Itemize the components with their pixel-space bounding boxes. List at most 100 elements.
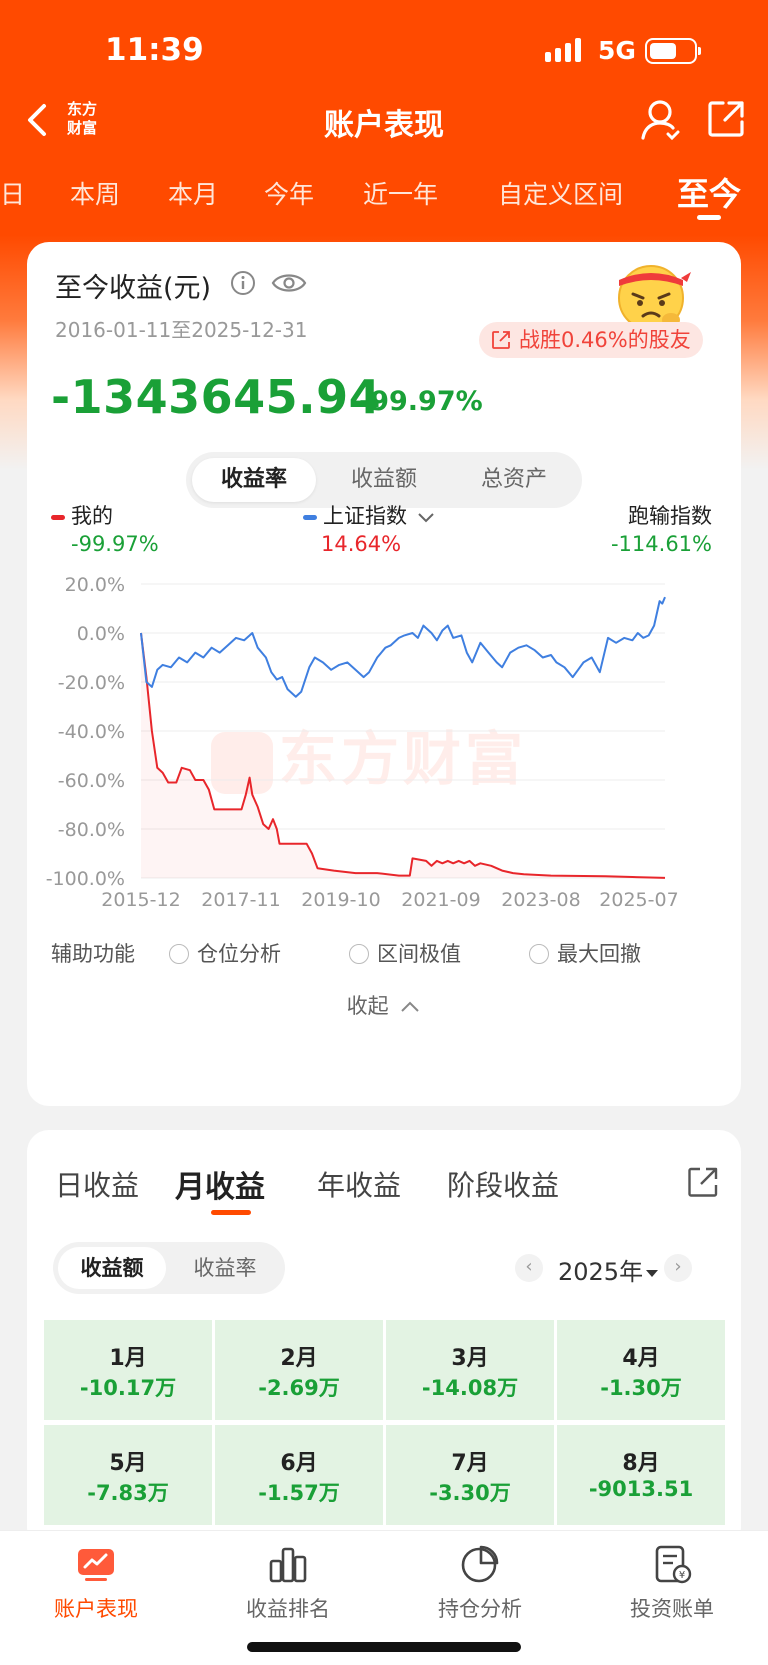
period-tab-month[interactable]: 本月	[168, 180, 219, 209]
year-selector[interactable]: 2025年	[558, 1252, 659, 1287]
y-tick-label: -40.0%	[58, 721, 125, 743]
radio-drawdown[interactable]	[529, 943, 549, 964]
month-value: -9013.51	[588, 1477, 694, 1501]
radio-position[interactable]	[169, 943, 189, 964]
period-tab-last-year[interactable]: 近一年	[363, 180, 439, 209]
period-tab-underline	[697, 215, 721, 220]
page-title: 账户表现	[324, 108, 444, 143]
series-area-mine	[141, 633, 665, 878]
returns-tab-monthly[interactable]: 月收益	[175, 1170, 265, 1205]
chart-metric-switch: 收益率 收益额 总资产	[186, 452, 582, 508]
period-tabs: 日 本周 本月 今年 近一年 自定义区间 至今	[0, 165, 768, 225]
user-profile-icon[interactable]	[640, 98, 680, 140]
logo-line-2: 财富	[66, 119, 97, 137]
brand-logo[interactable]: 东方 财富	[60, 100, 104, 138]
signal-icon	[545, 38, 581, 62]
eye-icon[interactable]	[271, 270, 307, 296]
period-tab-year[interactable]: 今年	[264, 180, 315, 209]
y-tick-label: 20.0%	[65, 574, 125, 596]
x-tick-label: 2019-10	[301, 889, 380, 911]
period-tab-custom[interactable]: 自定义区间	[498, 180, 624, 209]
x-tick-label: 2021-09	[401, 889, 480, 911]
prev-year-button[interactable]: ‹	[515, 1254, 543, 1282]
returns-tab-stage[interactable]: 阶段收益	[447, 1169, 560, 1202]
aux-label: 辅助功能	[51, 942, 135, 966]
back-arrow-icon[interactable]	[24, 102, 54, 138]
aux-option-extremes[interactable]: 区间极值	[349, 938, 461, 968]
aux-option-drawdown-label: 最大回撤	[557, 942, 641, 966]
info-icon[interactable]	[230, 270, 256, 296]
x-tick-label: 2017-11	[201, 889, 280, 911]
series-line-index	[140, 596, 666, 698]
month-cell[interactable]: 6月 -1.57万	[215, 1425, 383, 1525]
metric-tab-amount[interactable]: 收益额	[350, 467, 417, 492]
mode-tab-amount[interactable]: 收益额	[58, 1247, 166, 1289]
legend-index-label: 上证指数	[323, 504, 407, 528]
month-value: -2.69万	[258, 1376, 340, 1400]
return-line-chart[interactable]: 20.0% 0.0% -20.0% -40.0% -60.0% -80.0% -100.0%…	[27, 562, 741, 912]
radio-extremes[interactable]	[349, 943, 369, 964]
nav-label: 收益排名	[246, 1597, 330, 1621]
legend-index[interactable]: 上证指数	[303, 500, 436, 530]
aux-option-extremes-label: 区间极值	[377, 942, 461, 966]
month-cell[interactable]: 7月 -3.30万	[386, 1425, 554, 1525]
month-label: 5月	[109, 1451, 147, 1476]
svg-text:¥: ¥	[679, 1570, 685, 1581]
nav-holding-analysis[interactable]: 持仓分析	[384, 1543, 576, 1623]
month-cell[interactable]: 2月 -2.69万	[215, 1320, 383, 1420]
date-range: 2016-01-11至2025-12-31	[55, 318, 308, 342]
legend-mine-label: 我的	[71, 504, 113, 528]
month-value: -10.17万	[79, 1376, 177, 1400]
collapse-button[interactable]: 收起	[27, 990, 741, 1020]
nav-label: 持仓分析	[438, 1597, 522, 1621]
legend-lose-value: -114.61%	[610, 532, 712, 556]
legend-mine: 我的	[51, 500, 113, 530]
month-label: 7月	[451, 1451, 489, 1476]
watermark: 东方财富	[211, 712, 527, 796]
month-value: -14.08万	[421, 1376, 519, 1400]
legend-mine-swatch	[51, 514, 65, 520]
y-tick-label: -100.0%	[46, 868, 125, 890]
aux-option-position[interactable]: 仓位分析	[169, 938, 281, 968]
summary-title: 至今收益(元)	[55, 273, 212, 304]
x-tick-label: 2023-08	[501, 889, 580, 911]
caret-down-icon	[646, 1270, 659, 1277]
nav-account-performance[interactable]: 账户表现	[0, 1543, 192, 1623]
status-bar: 11:39 5G	[0, 0, 768, 95]
metric-tab-rate[interactable]: 收益率	[192, 458, 316, 502]
period-tab-to-date[interactable]: 至今	[677, 175, 742, 213]
aux-option-drawdown[interactable]: 最大回撤	[529, 938, 641, 968]
chart-screen-icon	[78, 1549, 114, 1581]
export-icon[interactable]	[687, 1166, 719, 1198]
returns-tab-yearly[interactable]: 年收益	[317, 1169, 402, 1202]
legend-index-value: 14.64%	[321, 532, 402, 556]
returns-mode-switch: 收益额 收益率	[53, 1242, 285, 1294]
period-tab-week[interactable]: 本周	[70, 180, 121, 209]
nav-label: 账户表现	[54, 1597, 138, 1621]
nav-investment-bill[interactable]: ¥ 投资账单	[576, 1543, 768, 1623]
y-tick-label: -60.0%	[58, 770, 125, 792]
month-cell[interactable]: 1月 -10.17万	[44, 1320, 212, 1420]
month-cell[interactable]: 4月 -1.30万	[557, 1320, 725, 1420]
month-cell[interactable]: 3月 -14.08万	[386, 1320, 554, 1420]
period-tab-day[interactable]: 日	[0, 180, 26, 209]
share-icon[interactable]	[707, 100, 745, 138]
nav-return-ranking[interactable]: 收益排名	[192, 1543, 384, 1623]
metric-tab-assets[interactable]: 总资产	[480, 467, 547, 492]
month-label: 3月	[451, 1346, 489, 1371]
beat-friends-badge[interactable]: 战胜0.46%的股友	[479, 322, 703, 358]
month-cell[interactable]: 8月 -9013.51	[557, 1425, 725, 1525]
mode-tab-rate[interactable]: 收益率	[193, 1256, 257, 1280]
chevron-down-icon	[417, 513, 434, 523]
aux-option-position-label: 仓位分析	[197, 942, 281, 966]
status-time: 11:39	[105, 32, 204, 68]
month-cell[interactable]: 5月 -7.83万	[44, 1425, 212, 1525]
bar-ranking-icon	[269, 1547, 307, 1583]
network-label: 5G	[598, 36, 636, 65]
month-value: -1.30万	[600, 1376, 682, 1400]
returns-tab-daily[interactable]: 日收益	[55, 1169, 140, 1202]
next-year-button[interactable]: ›	[664, 1254, 692, 1282]
pie-chart-icon	[461, 1545, 499, 1583]
year-value: 2025年	[558, 1258, 644, 1286]
x-tick-label: 2025-07	[599, 889, 678, 911]
